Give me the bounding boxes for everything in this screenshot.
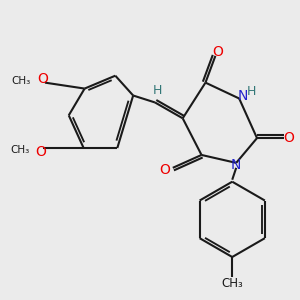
Text: O: O <box>36 145 46 159</box>
Text: N: N <box>238 88 248 103</box>
Text: CH₃: CH₃ <box>10 145 29 155</box>
Text: CH₃: CH₃ <box>12 76 31 85</box>
Text: O: O <box>212 45 223 59</box>
Text: CH₃: CH₃ <box>221 277 243 290</box>
Text: N: N <box>231 158 242 172</box>
Text: H: H <box>153 84 163 97</box>
Text: O: O <box>283 131 294 145</box>
Text: O: O <box>159 163 170 177</box>
Text: H: H <box>246 85 256 98</box>
Text: O: O <box>38 72 48 86</box>
